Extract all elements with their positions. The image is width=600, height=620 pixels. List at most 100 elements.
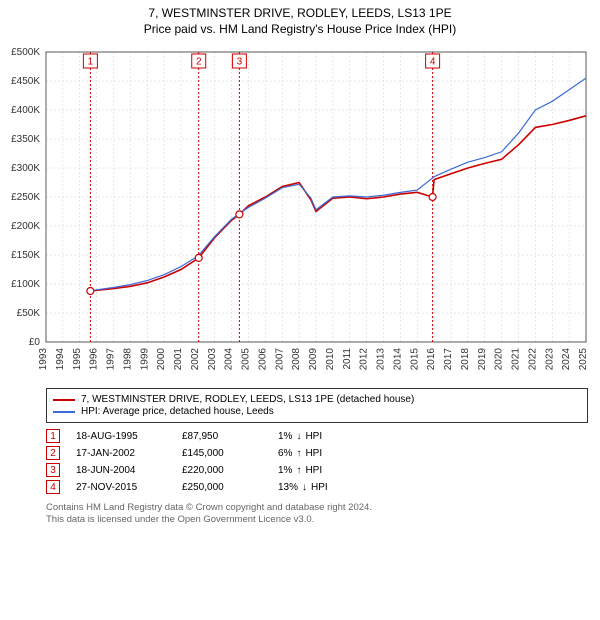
transaction-dot <box>429 194 436 201</box>
transaction-pct-value: 13% <box>278 482 298 493</box>
x-tick-label: 2018 <box>460 348 471 371</box>
transaction-marker-num: 1 <box>88 57 94 68</box>
legend-label: 7, WESTMINSTER DRIVE, RODLEY, LEEDS, LS1… <box>81 394 414 405</box>
transaction-dot <box>195 254 202 261</box>
transaction-pct: 6% ↑ HPI <box>278 448 378 459</box>
x-tick-label: 1993 <box>38 348 49 371</box>
x-tick-label: 1999 <box>139 348 150 371</box>
transaction-pct-value: 1% <box>278 465 292 476</box>
y-tick-label: £250K <box>11 192 40 203</box>
transaction-date: 18-AUG-1995 <box>76 431 166 442</box>
x-tick-label: 2002 <box>190 348 201 371</box>
legend-row: 7, WESTMINSTER DRIVE, RODLEY, LEEDS, LS1… <box>53 394 581 405</box>
x-tick-label: 2009 <box>308 348 319 371</box>
transaction-num-box: 4 <box>46 480 60 494</box>
transactions-table: 1 18-AUG-1995 £87,950 1% ↓ HPI 2 17-JAN-2002 £14… <box>46 429 588 494</box>
arrow-down-icon: ↓ <box>296 431 301 442</box>
legend-swatch <box>53 411 75 413</box>
transaction-price: £87,950 <box>182 431 262 442</box>
y-tick-label: £0 <box>29 337 41 348</box>
x-tick-label: 2000 <box>156 348 167 371</box>
transaction-date: 27-NOV-2015 <box>76 482 166 493</box>
y-tick-label: £200K <box>11 221 40 232</box>
x-tick-label: 2019 <box>477 348 488 371</box>
y-tick-label: £100K <box>11 279 40 290</box>
transaction-pct-value: 6% <box>278 448 292 459</box>
footer-line-1: Contains HM Land Registry data © Crown c… <box>46 502 588 514</box>
x-tick-label: 1997 <box>106 348 117 371</box>
chart-area: £0 £50K £100K £150K £200K £250K £300K £350K £400… <box>0 42 600 382</box>
x-tick-label: 2001 <box>173 348 184 371</box>
transaction-num-box: 2 <box>46 446 60 460</box>
transaction-num-box: 3 <box>46 463 60 477</box>
x-tick-label: 2012 <box>359 348 370 371</box>
transaction-price: £145,000 <box>182 448 262 459</box>
y-tick-label: £450K <box>11 76 40 87</box>
x-tick-label: 2020 <box>494 348 505 371</box>
arrow-up-icon: ↑ <box>296 465 301 476</box>
transaction-row: 3 18-JUN-2004 £220,000 1% ↑ HPI <box>46 463 588 477</box>
x-tick-label: 2008 <box>291 348 302 371</box>
transaction-num-box: 1 <box>46 429 60 443</box>
legend: 7, WESTMINSTER DRIVE, RODLEY, LEEDS, LS1… <box>46 388 588 423</box>
x-tick-label: 1996 <box>89 348 100 371</box>
x-tick-label: 2025 <box>578 348 589 371</box>
transaction-price: £250,000 <box>182 482 262 493</box>
x-tick-label: 2007 <box>274 348 285 371</box>
x-tick-label: 2021 <box>511 348 522 371</box>
transaction-pct: 1% ↓ HPI <box>278 431 378 442</box>
chart-svg: £0 £50K £100K £150K £200K £250K £300K £350K £400… <box>0 42 600 382</box>
legend-label: HPI: Average price, detached house, Leed… <box>81 406 274 417</box>
transaction-pct-value: 1% <box>278 431 292 442</box>
y-tick-label: £50K <box>17 308 41 319</box>
transaction-pct-suffix: HPI <box>305 465 322 476</box>
transaction-dot <box>236 211 243 218</box>
transaction-pct: 1% ↑ HPI <box>278 465 378 476</box>
x-tick-label: 1998 <box>122 348 133 371</box>
transaction-marker-num: 4 <box>430 57 436 68</box>
footer: Contains HM Land Registry data © Crown c… <box>46 502 588 527</box>
x-tick-label: 2011 <box>342 348 353 370</box>
x-tick-label: 2013 <box>376 348 387 371</box>
transaction-price: £220,000 <box>182 465 262 476</box>
y-tick-label: £150K <box>11 250 40 261</box>
transaction-marker-num: 2 <box>196 57 202 68</box>
title-block: 7, WESTMINSTER DRIVE, RODLEY, LEEDS, LS1… <box>0 0 600 36</box>
transaction-pct-suffix: HPI <box>311 482 328 493</box>
transaction-row: 4 27-NOV-2015 £250,000 13% ↓ HPI <box>46 480 588 494</box>
transaction-pct-suffix: HPI <box>305 431 322 442</box>
x-tick-label: 2004 <box>224 348 235 371</box>
transaction-row: 1 18-AUG-1995 £87,950 1% ↓ HPI <box>46 429 588 443</box>
x-tick-label: 2022 <box>527 348 538 371</box>
arrow-down-icon: ↓ <box>302 482 307 493</box>
y-tick-label: £400K <box>11 105 40 116</box>
x-tick-label: 2017 <box>443 348 454 371</box>
x-tick-label: 2005 <box>241 348 252 371</box>
x-tick-label: 2006 <box>257 348 268 371</box>
x-tick-label: 1994 <box>55 348 66 371</box>
x-tick-label: 1995 <box>72 348 83 371</box>
x-tick-label: 2016 <box>426 348 437 371</box>
legend-swatch <box>53 399 75 401</box>
x-tick-label: 2010 <box>325 348 336 371</box>
transaction-date: 18-JUN-2004 <box>76 465 166 476</box>
title-line-2: Price paid vs. HM Land Registry's House … <box>0 22 600 36</box>
transaction-row: 2 17-JAN-2002 £145,000 6% ↑ HPI <box>46 446 588 460</box>
y-tick-label: £500K <box>11 47 40 58</box>
x-tick-label: 2024 <box>561 348 572 371</box>
x-tick-label: 2023 <box>544 348 555 371</box>
title-line-1: 7, WESTMINSTER DRIVE, RODLEY, LEEDS, LS1… <box>0 6 600 20</box>
transaction-dot <box>87 287 94 294</box>
transaction-marker-num: 3 <box>237 57 243 68</box>
x-tick-label: 2003 <box>207 348 218 371</box>
y-tick-label: £300K <box>11 163 40 174</box>
x-tick-label: 2015 <box>409 348 420 371</box>
legend-row: HPI: Average price, detached house, Leed… <box>53 406 581 417</box>
arrow-up-icon: ↑ <box>296 448 301 459</box>
y-tick-label: £350K <box>11 134 40 145</box>
transaction-date: 17-JAN-2002 <box>76 448 166 459</box>
x-tick-label: 2014 <box>392 348 403 371</box>
transaction-pct: 13% ↓ HPI <box>278 482 378 493</box>
transaction-pct-suffix: HPI <box>305 448 322 459</box>
footer-line-2: This data is licensed under the Open Gov… <box>46 514 588 526</box>
